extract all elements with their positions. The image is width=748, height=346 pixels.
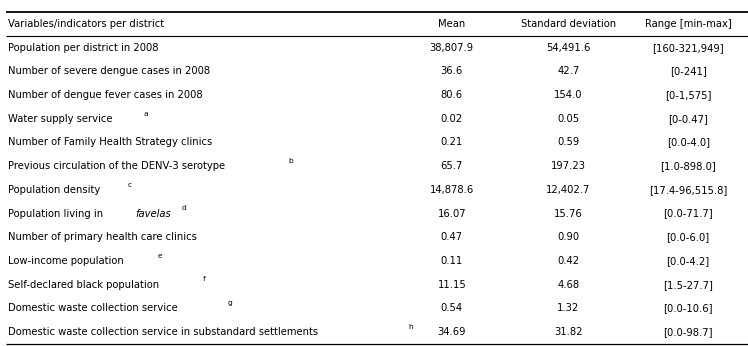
Text: g: g bbox=[227, 300, 232, 306]
Text: f: f bbox=[203, 276, 206, 282]
Text: [0.0-71.7]: [0.0-71.7] bbox=[663, 209, 713, 219]
Text: favelas: favelas bbox=[135, 209, 171, 219]
Text: Population living in: Population living in bbox=[8, 209, 106, 219]
Text: Mean: Mean bbox=[438, 19, 465, 29]
Text: Range [min-max]: Range [min-max] bbox=[645, 19, 732, 29]
Text: c: c bbox=[127, 182, 132, 188]
Text: 34.69: 34.69 bbox=[438, 327, 466, 337]
Text: Domestic waste collection service: Domestic waste collection service bbox=[8, 303, 178, 313]
Text: Number of dengue fever cases in 2008: Number of dengue fever cases in 2008 bbox=[8, 90, 203, 100]
Text: 16.07: 16.07 bbox=[438, 209, 466, 219]
Text: [0.0-6.0]: [0.0-6.0] bbox=[666, 232, 710, 242]
Text: Water supply service: Water supply service bbox=[8, 114, 113, 124]
Text: [0.0-4.0]: [0.0-4.0] bbox=[666, 137, 710, 147]
Text: 14,878.6: 14,878.6 bbox=[429, 185, 474, 195]
Text: 0.90: 0.90 bbox=[557, 232, 580, 242]
Text: Number of primary health care clinics: Number of primary health care clinics bbox=[8, 232, 197, 242]
Text: 36.6: 36.6 bbox=[441, 66, 463, 76]
Text: [0-0.47]: [0-0.47] bbox=[668, 114, 708, 124]
Text: Self-declared black population: Self-declared black population bbox=[8, 280, 159, 290]
Text: 0.54: 0.54 bbox=[441, 303, 463, 313]
Text: [1.0-898.0]: [1.0-898.0] bbox=[660, 161, 716, 171]
Text: 197.23: 197.23 bbox=[551, 161, 586, 171]
Text: a: a bbox=[143, 111, 147, 117]
Text: Variables/indicators per district: Variables/indicators per district bbox=[8, 19, 165, 29]
Text: 0.11: 0.11 bbox=[441, 256, 463, 266]
Text: Previous circulation of the DENV-3 serotype: Previous circulation of the DENV-3 serot… bbox=[8, 161, 225, 171]
Text: [17.4-96,515.8]: [17.4-96,515.8] bbox=[649, 185, 727, 195]
Text: 0.59: 0.59 bbox=[557, 137, 580, 147]
Text: h: h bbox=[408, 324, 413, 330]
Text: Domestic waste collection service in substandard settlements: Domestic waste collection service in sub… bbox=[8, 327, 319, 337]
Text: Population density: Population density bbox=[8, 185, 100, 195]
Text: [0.0-98.7]: [0.0-98.7] bbox=[663, 327, 713, 337]
Text: 4.68: 4.68 bbox=[557, 280, 580, 290]
Text: Population per district in 2008: Population per district in 2008 bbox=[8, 43, 159, 53]
Text: 0.21: 0.21 bbox=[441, 137, 463, 147]
Text: d: d bbox=[181, 206, 186, 211]
Text: Number of Family Health Strategy clinics: Number of Family Health Strategy clinics bbox=[8, 137, 212, 147]
Text: 0.47: 0.47 bbox=[441, 232, 463, 242]
Text: 54,491.6: 54,491.6 bbox=[546, 43, 591, 53]
Text: [0-1,575]: [0-1,575] bbox=[665, 90, 711, 100]
Text: [0-241]: [0-241] bbox=[669, 66, 707, 76]
Text: Low-income population: Low-income population bbox=[8, 256, 124, 266]
Text: 38,807.9: 38,807.9 bbox=[430, 43, 473, 53]
Text: [160-321,949]: [160-321,949] bbox=[652, 43, 724, 53]
Text: 0.02: 0.02 bbox=[441, 114, 463, 124]
Text: b: b bbox=[289, 158, 293, 164]
Text: [1.5-27.7]: [1.5-27.7] bbox=[663, 280, 713, 290]
Text: 154.0: 154.0 bbox=[554, 90, 583, 100]
Text: 11.15: 11.15 bbox=[438, 280, 466, 290]
Text: [0.0-4.2]: [0.0-4.2] bbox=[666, 256, 710, 266]
Text: Number of severe dengue cases in 2008: Number of severe dengue cases in 2008 bbox=[8, 66, 210, 76]
Text: Standard deviation: Standard deviation bbox=[521, 19, 616, 29]
Text: 65.7: 65.7 bbox=[441, 161, 463, 171]
Text: [0.0-10.6]: [0.0-10.6] bbox=[663, 303, 713, 313]
Text: 42.7: 42.7 bbox=[557, 66, 580, 76]
Text: 12,402.7: 12,402.7 bbox=[546, 185, 591, 195]
Text: 80.6: 80.6 bbox=[441, 90, 463, 100]
Text: 1.32: 1.32 bbox=[557, 303, 580, 313]
Text: 15.76: 15.76 bbox=[554, 209, 583, 219]
Text: 0.05: 0.05 bbox=[557, 114, 580, 124]
Text: 0.42: 0.42 bbox=[557, 256, 580, 266]
Text: 31.82: 31.82 bbox=[554, 327, 583, 337]
Text: e: e bbox=[158, 253, 162, 259]
